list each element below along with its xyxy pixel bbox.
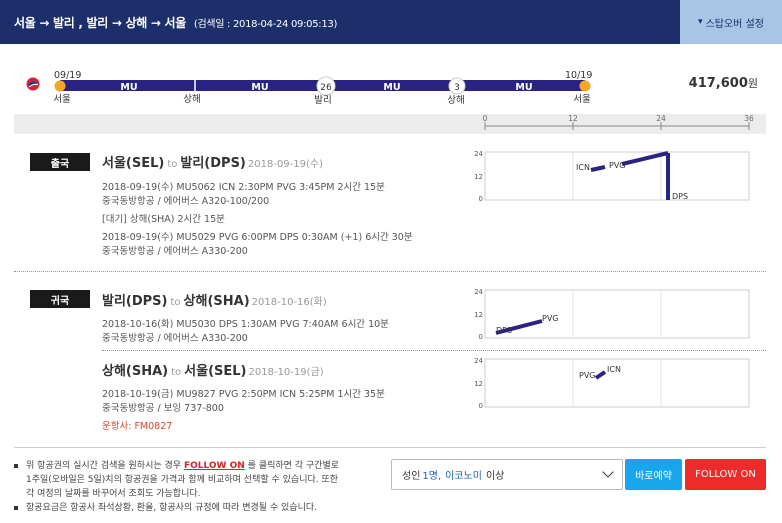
stay-bubble (448, 77, 466, 95)
bullet-icon (14, 463, 18, 468)
follow-on-button[interactable]: FOLLOW ON (685, 459, 766, 490)
passenger-class-select[interactable]: 성인 1명, 이코노미 이상 (391, 459, 623, 490)
destination: 상해(SHA) (183, 294, 250, 309)
stay-bubble (316, 76, 336, 96)
outbound-title: 서울(SEL) to 발리(DPS) 2018-09-19(수) (102, 152, 323, 171)
follow-on-link[interactable]: FOLLOW ON (183, 461, 245, 471)
bullet-icon (14, 505, 18, 510)
y-tick: 0 (479, 402, 483, 410)
footer-divider (14, 447, 766, 448)
price-unit: 원 (747, 77, 758, 90)
time-scale: 0 12 24 36 (483, 114, 754, 130)
china-eastern-logo (26, 77, 40, 91)
search-date: (검색일 : 2018-04-24 09:05:13) (193, 19, 338, 30)
y-tick: 12 (474, 173, 483, 181)
operator-info: 운항사: FM0827 (102, 421, 173, 432)
aircraft-detail: 중국동방항공 / 에어버스 A330-200 (102, 333, 248, 344)
route-text: 서울 → 발리 , 발리 → 상해 → 서울 (14, 16, 186, 30)
chevron-down-icon (602, 466, 614, 478)
to-word: to (167, 159, 178, 170)
outbound-timeline-chart: 24 12 0 ICN PVG DPS (474, 150, 750, 203)
to-word: to (170, 297, 181, 308)
return-timeline-chart: 24 12 0 DPS PVG (474, 288, 750, 341)
total-price: 417,600원 (689, 75, 758, 91)
stay-days: 3 (454, 83, 460, 93)
y-tick: 12 (474, 380, 483, 388)
return-title: 발리(DPS) to 상해(SHA) 2018-10-16(화) (102, 290, 327, 309)
airport-label: ICN (576, 163, 590, 172)
origin: 상해(SHA) (102, 364, 169, 379)
city-label: 상해 (447, 94, 464, 106)
flight-detail: 2018-10-16(화) MU5030 DPS 1:30AM PVG 7:40… (102, 319, 389, 330)
flight-segment (495, 319, 543, 335)
destination: 발리(DPS) (180, 156, 246, 171)
y-tick: 12 (474, 311, 483, 319)
header-bar: 서울 → 발리 , 발리 → 상해 → 서울 (검색일 : 2018-04-24… (0, 0, 782, 44)
scale-tick: 0 (483, 114, 488, 123)
flight-segment (590, 165, 606, 172)
scale-tick: 24 (656, 114, 666, 123)
y-tick: 0 (479, 195, 483, 203)
segment-label: MU (383, 82, 400, 93)
aircraft-detail: 중국동방항공 / 에어버스 A330-200 (102, 246, 248, 257)
segment-date: 2018-10-19(금) (248, 367, 324, 378)
city-label: 서울 (573, 94, 591, 105)
y-tick: 24 (474, 357, 483, 365)
flight-segment (594, 370, 607, 380)
y-tick: 0 (479, 333, 483, 341)
airport-label: ICN (607, 365, 621, 374)
stopover-button[interactable]: ▾ 스탑오버 설정 (680, 0, 782, 44)
flight-detail: 2018-09-19(수) MU5062 ICN 2:30PM PVG 3:45… (102, 182, 385, 193)
end-dot (579, 80, 591, 92)
route-title: 서울 → 발리 , 발리 → 상해 → 서울 (검색일 : 2018-04-24… (14, 14, 337, 31)
outbound-badge: 출국 (30, 153, 90, 171)
subsection-divider (102, 350, 766, 351)
chevron-down-icon: ▾ (698, 17, 703, 27)
airport-label: DPS (672, 192, 688, 201)
end-date: 10/19 (565, 70, 592, 81)
aircraft-detail: 중국동방항공 / 에어버스 A320-100/200 (102, 196, 270, 207)
flight-detail: 2018-09-19(수) MU5029 PVG 6:00PM DPS 0:30… (102, 232, 413, 243)
airport-label: DPS (496, 326, 512, 335)
start-date: 09/19 (54, 70, 81, 81)
follow-on-note: 위 항공권의 실시간 검색을 원하시는 경우 FOLLOW ON 를 클릭하면 … (14, 459, 374, 501)
segment-label: MU (515, 82, 532, 93)
flight-segment (621, 151, 669, 166)
scale-tick: 12 (568, 114, 578, 123)
y-tick: 24 (474, 150, 483, 158)
price-value: 417,600 (688, 76, 748, 91)
layover-detail: [대기] 상해(SHA) 2시간 15분 (102, 214, 225, 225)
section-divider (14, 271, 766, 272)
route-bar: 09/19 10/19 MU MU MU MU 26 3 서울 상해 발리 상해… (53, 70, 592, 106)
fare-note: 항공요금은 항공사 좌석상황, 환율, 항공사의 규정에 따라 변경될 수 있습… (14, 501, 384, 515)
return2-title: 상해(SHA) to 서울(SEL) 2018-10-19(금) (102, 360, 324, 379)
segment-label: MU (251, 82, 268, 93)
y-tick: 24 (474, 288, 483, 296)
airport-label: PVG (609, 161, 626, 170)
return-badge: 귀국 (30, 290, 90, 308)
to-word: to (171, 367, 182, 378)
destination: 서울(SEL) (184, 364, 247, 379)
scale-tick: 36 (744, 114, 754, 123)
airport-label: PVG (542, 314, 559, 323)
aircraft-detail: 중국동방항공 / 보잉 737-800 (102, 403, 224, 414)
origin: 발리(DPS) (102, 294, 168, 309)
book-now-button[interactable]: 바로예약 (625, 459, 682, 490)
airport-label: PVG (579, 371, 596, 380)
segment-date: 2018-09-19(수) (247, 159, 324, 170)
flight-detail: 2018-10-19(금) MU9827 PVG 2:50PM ICN 5:25… (102, 389, 385, 400)
segment-date: 2018-10-16(화) (251, 297, 327, 308)
timeline-band (14, 114, 766, 134)
return2-timeline-chart: 24 12 0 PVG ICN (474, 357, 750, 410)
origin: 서울(SEL) (102, 156, 165, 171)
segment-label: MU (120, 82, 137, 93)
city-label: 발리 (314, 95, 331, 106)
city-label: 서울 (53, 94, 71, 105)
city-label: 상해 (183, 93, 200, 105)
stopover-label: 스탑오버 설정 (705, 18, 764, 30)
stay-days: 26 (320, 83, 332, 93)
start-dot (54, 80, 66, 92)
